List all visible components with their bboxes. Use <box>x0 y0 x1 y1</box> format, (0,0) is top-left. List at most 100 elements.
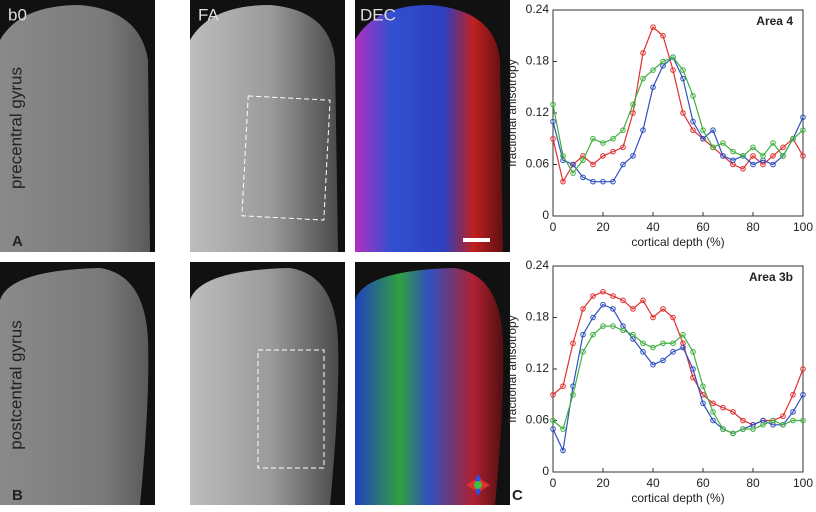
point <box>740 426 746 432</box>
annotation: Area 4 <box>756 14 793 28</box>
y-axis-label: fractional anisotropy <box>505 59 519 166</box>
point <box>580 349 586 355</box>
panel-label: DEC <box>360 5 396 24</box>
point <box>800 391 806 398</box>
point <box>550 417 556 424</box>
panel-label: FA <box>198 5 219 24</box>
point <box>710 127 716 133</box>
point <box>630 306 636 312</box>
point <box>650 24 656 30</box>
point <box>620 161 626 168</box>
point <box>720 140 726 146</box>
point <box>730 157 736 164</box>
x-tick-label: 60 <box>696 476 710 490</box>
point <box>570 391 576 398</box>
row-label: precentral gyrus <box>6 67 25 189</box>
point <box>560 426 566 432</box>
point <box>570 170 576 176</box>
point <box>800 127 806 133</box>
point <box>770 153 776 159</box>
point <box>670 54 676 61</box>
point <box>570 340 576 347</box>
y-tick-label: 0.12 <box>526 361 550 375</box>
point <box>640 75 646 82</box>
point <box>620 127 626 133</box>
y-tick-label: 0.12 <box>526 105 550 119</box>
point <box>710 409 716 415</box>
point <box>640 349 646 355</box>
roi-box <box>257 349 325 469</box>
point <box>750 161 756 168</box>
point <box>580 174 586 181</box>
cortex <box>355 268 504 505</box>
point <box>650 67 656 73</box>
point <box>550 101 556 108</box>
point <box>690 127 696 133</box>
point <box>560 153 566 159</box>
point <box>610 306 616 312</box>
x-tick-label: 80 <box>746 476 760 490</box>
point <box>670 349 676 355</box>
roi-box <box>241 95 331 221</box>
point <box>660 32 666 39</box>
point <box>760 421 766 428</box>
point <box>750 144 756 151</box>
point <box>700 383 706 389</box>
y-tick-label: 0.24 <box>526 258 550 272</box>
point <box>780 413 786 420</box>
x-tick-label: 100 <box>793 220 813 234</box>
panel-label: b0 <box>8 5 27 24</box>
y-tick-label: 0.18 <box>526 310 550 324</box>
point <box>610 323 616 329</box>
point <box>640 340 646 347</box>
point <box>780 153 786 159</box>
y-tick-label: 0.24 <box>526 2 550 16</box>
point <box>770 161 776 168</box>
point <box>800 114 806 121</box>
y-tick-label: 0 <box>542 208 549 222</box>
point <box>610 178 616 185</box>
point <box>590 331 596 338</box>
point <box>600 178 606 185</box>
y-tick-label: 0 <box>542 464 549 478</box>
point <box>600 323 606 329</box>
point <box>600 153 606 159</box>
point <box>720 426 726 432</box>
point <box>710 417 716 424</box>
panel-letter: B <box>12 487 23 504</box>
point <box>690 93 696 99</box>
point <box>650 314 656 321</box>
x-tick-label: 20 <box>596 476 610 490</box>
point <box>660 58 666 65</box>
point <box>660 306 666 312</box>
point <box>790 409 796 415</box>
point <box>590 135 596 142</box>
point <box>550 391 556 398</box>
cortex <box>355 5 503 252</box>
point <box>560 178 566 185</box>
point <box>650 84 656 91</box>
x-tick-label: 80 <box>746 220 760 234</box>
point <box>650 361 656 368</box>
point <box>580 157 586 164</box>
point <box>700 400 706 407</box>
point <box>670 314 676 321</box>
y-tick-label: 0.06 <box>526 413 550 427</box>
point <box>770 417 776 424</box>
direction-legend <box>466 474 490 496</box>
x-tick-label: 40 <box>646 476 660 490</box>
point <box>610 148 616 155</box>
image-panels <box>0 0 510 505</box>
point <box>680 344 686 351</box>
x-tick-label: 20 <box>596 220 610 234</box>
point <box>740 417 746 424</box>
point <box>640 297 646 304</box>
point <box>790 135 796 142</box>
plot-frame <box>552 265 804 473</box>
annotation: Area 3b <box>749 270 793 284</box>
point <box>700 127 706 133</box>
point <box>680 331 686 338</box>
point <box>620 327 626 334</box>
point <box>610 293 616 299</box>
